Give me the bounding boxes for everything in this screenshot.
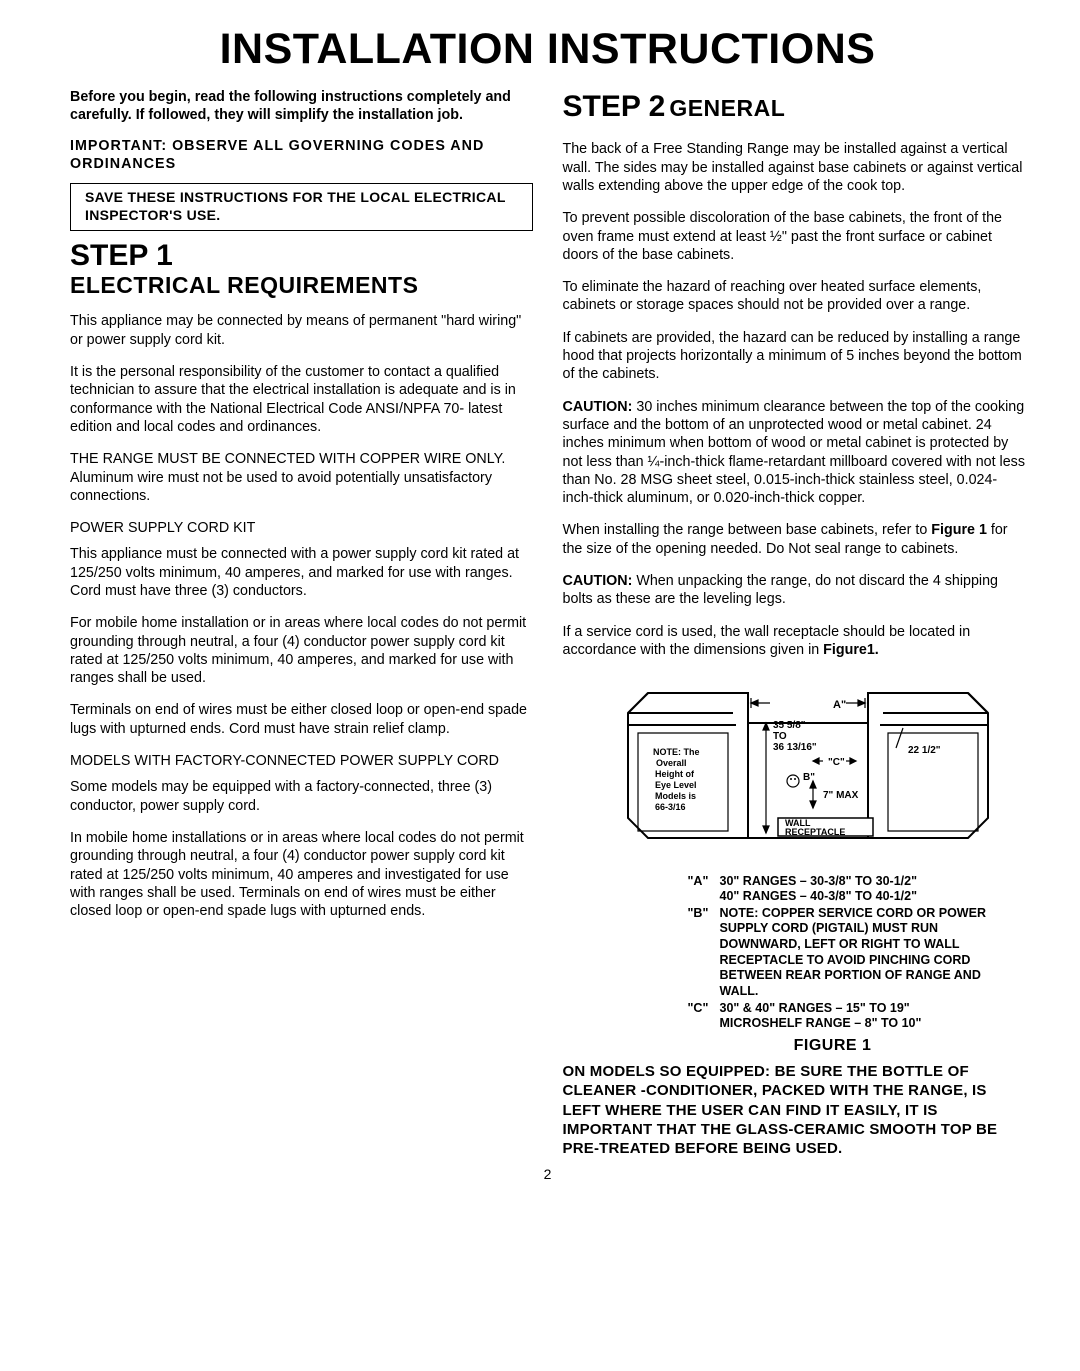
receptacle-label: RECEPTACLE — [785, 827, 845, 837]
figure-caption: FIGURE 1 — [668, 1036, 998, 1056]
body-paragraph: If a service cord is used, the wall rece… — [563, 623, 1026, 660]
legend-key: "C" — [688, 1001, 720, 1032]
left-column: Before you begin, read the following ins… — [70, 88, 533, 1158]
figure-1: A" 35 5/8" TO 36 13/16" 22 1/2" NOTE: Th… — [618, 673, 998, 1056]
save-instructions-box: SAVE THESE INSTRUCTIONS FOR THE LOCAL EL… — [70, 183, 533, 231]
step1-heading: STEP 1 ELECTRICAL REQUIREMENTS — [70, 241, 533, 300]
note-line: 66-3/16 — [655, 802, 686, 812]
legend-row-b: "B" NOTE: COPPER SERVICE CORD OR POWER S… — [688, 906, 998, 1000]
factory-cord-heading: MODELS WITH FACTORY-CONNECTED POWER SUPP… — [70, 752, 533, 770]
note-line: Models is — [655, 791, 696, 801]
note-line: Height of — [655, 769, 695, 779]
legend-value: 30" RANGES – 30-3/8" TO 30-1/2" 40" RANG… — [720, 874, 918, 905]
legend-row-a: "A" 30" RANGES – 30-3/8" TO 30-1/2" 40" … — [688, 874, 998, 905]
body-paragraph: For mobile home installation or in areas… — [70, 614, 533, 687]
step1-number: STEP 1 — [70, 241, 533, 271]
page-number: 2 — [70, 1166, 1025, 1182]
body-paragraph: CAUTION: When unpacking the range, do no… — [563, 572, 1026, 609]
legend-key: "B" — [688, 906, 720, 1000]
body-paragraph: THE RANGE MUST BE CONNECTED WITH COPPER … — [70, 450, 533, 505]
dim-height-1: 35 5/8" — [773, 720, 806, 731]
body-paragraph: This appliance must be connected with a … — [70, 545, 533, 600]
body-paragraph: Some models may be equipped with a facto… — [70, 778, 533, 815]
figure-1-diagram: A" 35 5/8" TO 36 13/16" 22 1/2" NOTE: Th… — [618, 673, 998, 868]
final-note: ON MODELS SO EQUIPPED: BE SURE THE BOTTL… — [563, 1062, 1026, 1158]
note-line: Eye Level — [655, 780, 697, 790]
note-line: Overall — [656, 758, 687, 768]
body-paragraph: To prevent possible discoloration of the… — [563, 209, 1026, 264]
body-paragraph: The back of a Free Standing Range may be… — [563, 140, 1026, 195]
step2-subtitle-text: GENERAL — [669, 95, 785, 121]
body-paragraph: It is the personal responsibility of the… — [70, 363, 533, 436]
dim-7max: 7" MAX — [823, 790, 859, 801]
step2-number: STEP 2 — [563, 90, 666, 123]
intro-text: Before you begin, read the following ins… — [70, 88, 533, 125]
main-title: INSTALLATION INSTRUCTIONS — [70, 25, 1025, 74]
important-heading: IMPORTANT: OBSERVE ALL GOVERNING CODES A… — [70, 137, 533, 174]
body-paragraph: In mobile home installations or in areas… — [70, 829, 533, 920]
two-column-layout: Before you begin, read the following ins… — [70, 88, 1025, 1158]
dim-22: 22 1/2" — [908, 745, 941, 756]
right-column: STEP 2 GENERAL The back of a Free Standi… — [563, 88, 1026, 1158]
note-line: NOTE: The — [653, 747, 700, 757]
dim-height-2: 36 13/16" — [773, 742, 817, 753]
body-paragraph: To eliminate the hazard of reaching over… — [563, 278, 1026, 315]
dim-c: "C" — [828, 757, 845, 768]
body-paragraph: CAUTION: 30 inches minimum clearance bet… — [563, 398, 1026, 508]
step2-heading: STEP 2 GENERAL — [563, 88, 1026, 126]
body-paragraph: When installing the range between base c… — [563, 521, 1026, 558]
legend-row-c: "C" 30" & 40" RANGES – 15" TO 19" MICROS… — [688, 1001, 998, 1032]
body-paragraph: If cabinets are provided, the hazard can… — [563, 329, 1026, 384]
step1-subtitle: ELECTRICAL REQUIREMENTS — [70, 272, 418, 298]
power-cord-heading: POWER SUPPLY CORD KIT — [70, 519, 533, 537]
dim-to: TO — [773, 731, 787, 742]
legend-value: NOTE: COPPER SERVICE CORD OR POWER SUPPL… — [720, 906, 998, 1000]
figure-legend: "A" 30" RANGES – 30-3/8" TO 30-1/2" 40" … — [688, 874, 998, 1032]
legend-value: 30" & 40" RANGES – 15" TO 19" MICROSHELF… — [720, 1001, 922, 1032]
body-paragraph: This appliance may be connected by means… — [70, 312, 533, 349]
legend-key: "A" — [688, 874, 720, 905]
body-paragraph: Terminals on end of wires must be either… — [70, 701, 533, 738]
caution-text: 30 inches minimum clearance between the … — [563, 399, 1025, 506]
dim-a-label: A" — [833, 699, 846, 711]
